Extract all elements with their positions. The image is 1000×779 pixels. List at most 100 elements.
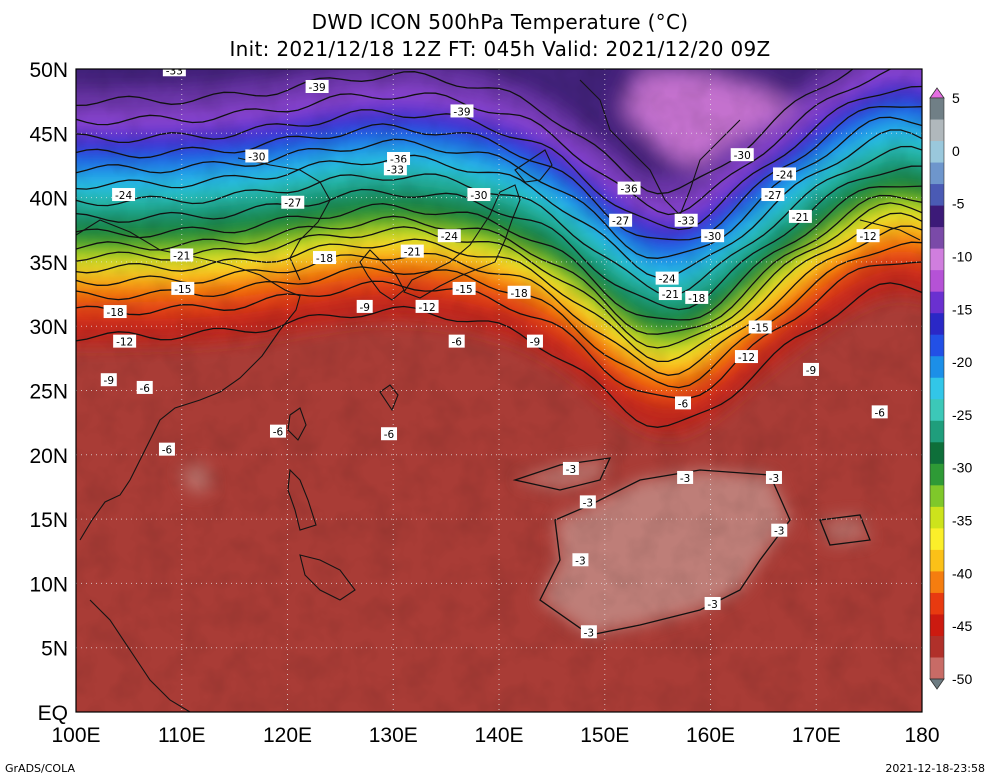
plot-frame: [75, 68, 923, 713]
legend-swatch: [930, 205, 944, 228]
legend-tick-label: -20: [952, 354, 972, 370]
contour-label: -6: [871, 405, 888, 419]
svg-text:-24: -24: [441, 231, 458, 243]
legend-swatch: [930, 657, 944, 680]
contour-label: -21: [170, 248, 194, 262]
longitude-tick-label: 150E: [580, 724, 629, 747]
legend-swatch: [930, 592, 944, 615]
latitude-tick-label: EQ: [38, 702, 68, 725]
contour-label: -24: [112, 188, 136, 202]
isotherm-contour: [819, 514, 871, 546]
svg-text:-15: -15: [752, 322, 769, 334]
legend-tick-label: -15: [952, 301, 972, 317]
svg-text:-30: -30: [248, 151, 265, 163]
contour-label: -6: [675, 396, 692, 410]
svg-text:-39: -39: [453, 106, 470, 118]
svg-text:-15: -15: [174, 284, 191, 296]
footer-timestamp: 2021-12-18-23:58: [885, 762, 985, 775]
contour-label: -12: [415, 299, 439, 314]
legend-swatch: [930, 442, 944, 465]
svg-text:-3: -3: [680, 473, 690, 485]
svg-text:-21: -21: [662, 289, 679, 301]
legend-swatch: [930, 270, 944, 293]
svg-text:-27: -27: [284, 198, 301, 210]
legend-tick-label: -40: [952, 565, 972, 581]
svg-text:-18: -18: [316, 253, 333, 265]
contour-label: -15: [171, 281, 195, 296]
latitude-tick-label: 45N: [29, 123, 68, 146]
isotherm-contour: [76, 202, 922, 349]
legend-swatch: [930, 420, 944, 443]
contour-label: -12: [113, 334, 137, 349]
graticule: [76, 69, 922, 712]
contour-label: -3: [704, 596, 721, 611]
contour-label: -24: [437, 229, 461, 243]
coastline-layer: [76, 79, 921, 712]
svg-text:-24: -24: [659, 274, 676, 286]
svg-text:-9: -9: [104, 375, 114, 387]
contour-label: -12: [734, 350, 758, 364]
svg-text:-24: -24: [115, 190, 132, 202]
legend-tick-label: -30: [952, 460, 972, 476]
contour-label: -24: [773, 167, 797, 181]
svg-text:-36: -36: [620, 184, 637, 196]
isotherm-contour: [76, 282, 922, 428]
legend-swatch: [930, 334, 944, 357]
contour-label: -3: [765, 470, 782, 485]
contour-label: -39: [450, 104, 474, 118]
chart-title: DWD ICON 500hPa Temperature (°C): [311, 10, 689, 34]
isotherm-contour: [76, 185, 922, 321]
legend-swatch: [930, 377, 944, 400]
contour-label: -3: [572, 553, 589, 567]
legend-swatch: [930, 119, 944, 142]
latitude-tick-label: 25N: [29, 381, 68, 404]
svg-text:-18: -18: [511, 288, 528, 300]
contour-label: -39: [305, 80, 329, 94]
contour-label: -33: [674, 213, 698, 228]
legend-swatch: [930, 528, 944, 551]
latitude-axis: 50N 45N 40N 35N 30N 25N 20N 15N 10N 5N EQ: [29, 59, 68, 725]
svg-text:-12: -12: [419, 302, 436, 314]
longitude-tick-label: 110E: [158, 724, 206, 747]
legend-swatch: [930, 291, 944, 314]
contour-label: -15: [452, 281, 476, 296]
legend-tick-label: -45: [952, 618, 972, 634]
svg-text:-3: -3: [566, 464, 576, 476]
longitude-tick-label: 170E: [792, 724, 841, 747]
contour-label: -15: [748, 320, 772, 334]
contour-label: -6: [381, 427, 398, 441]
svg-text:-6: -6: [678, 398, 689, 410]
latitude-tick-label: 35N: [29, 252, 68, 275]
contour-label: -18: [685, 290, 709, 305]
latitude-tick-label: 15N: [29, 509, 68, 532]
contour-label: -36: [617, 181, 641, 196]
svg-text:-30: -30: [470, 190, 487, 202]
legend-swatch: [930, 571, 944, 594]
contour-label: -3: [771, 523, 788, 538]
footer-credit: GrADS/COLA: [5, 762, 75, 775]
contour-label: -18: [313, 251, 337, 265]
contour-label: -3: [580, 625, 597, 639]
contour-label: -6: [136, 380, 153, 395]
contour-label: -21: [400, 244, 424, 259]
svg-text:-18: -18: [688, 293, 705, 305]
longitude-tick-label: 130E: [369, 724, 418, 747]
svg-text:-6: -6: [874, 407, 885, 419]
contour-label: -18: [507, 285, 531, 300]
longitude-tick-label: 120E: [263, 724, 312, 747]
contour-label: -18: [103, 305, 127, 319]
svg-text:-9: -9: [359, 302, 369, 314]
legend-swatch: [930, 506, 944, 529]
isotherm-contour: [76, 69, 854, 195]
svg-text:-9: -9: [806, 365, 816, 377]
svg-text:-27: -27: [612, 216, 629, 228]
legend-swatch: [930, 356, 944, 379]
isotherm-contour: [76, 85, 922, 231]
svg-text:-18: -18: [107, 307, 124, 319]
legend-tick-label: -5: [952, 196, 965, 212]
contour-label: -30: [245, 149, 269, 163]
contour-label: -27: [609, 213, 633, 228]
svg-text:-33: -33: [166, 65, 183, 77]
contour-label: -27: [281, 195, 305, 210]
